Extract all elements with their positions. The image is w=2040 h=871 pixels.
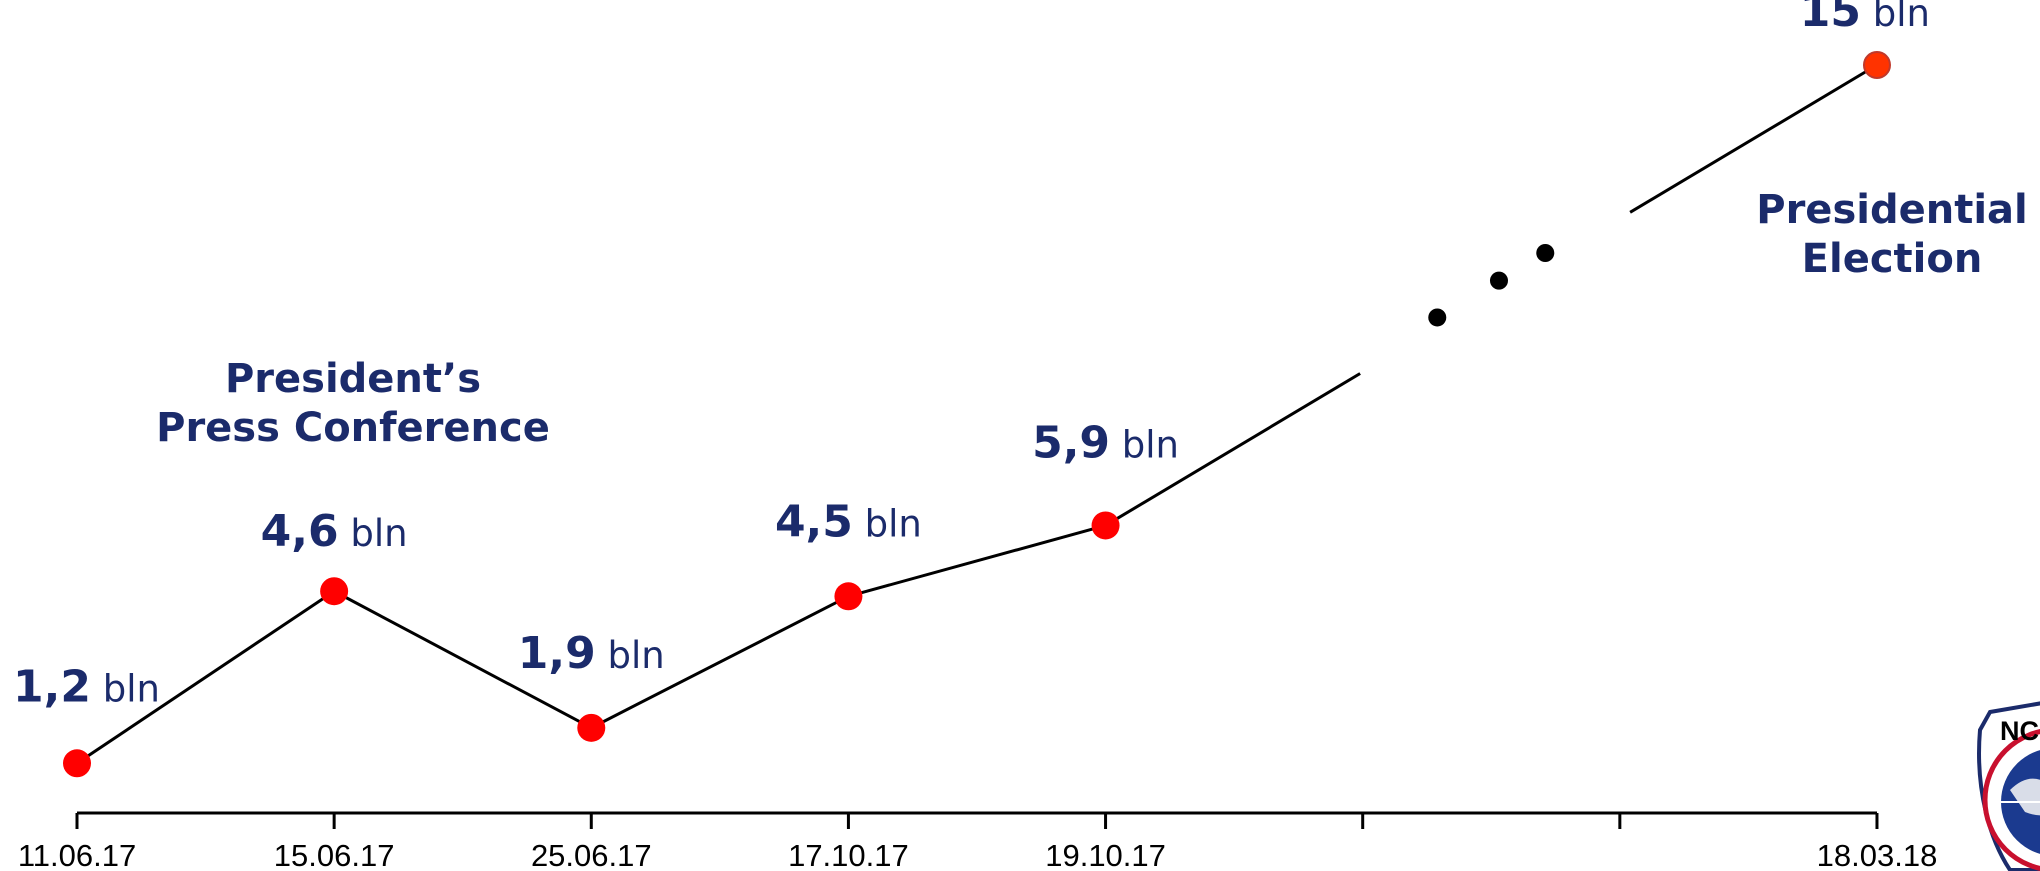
data-value-label: 4,6 bln	[261, 506, 408, 557]
data-point-marker	[320, 577, 349, 606]
annotation-press-conference-line2: Press Conference	[156, 405, 550, 451]
ncircc-logo: NCIRCC	[1977, 701, 2040, 871]
data-value-number: 4,6	[261, 506, 339, 557]
ellipsis-dot	[1489, 271, 1508, 290]
series-line	[76, 63, 1878, 765]
ellipsis-dot	[1536, 243, 1555, 262]
data-point-marker	[834, 582, 863, 611]
x-tick-label: 17.10.17	[788, 838, 909, 871]
data-point-marker	[1091, 511, 1120, 540]
data-value-unit: bln	[1861, 0, 1930, 35]
globe-continents	[2010, 778, 2040, 816]
series-segment	[848, 524, 1106, 598]
data-value-unit: bln	[853, 502, 922, 545]
x-tick-label: 25.06.17	[531, 838, 652, 871]
data-value-unit: bln	[1110, 423, 1179, 466]
data-value-unit: bln	[339, 512, 408, 555]
data-point-marker	[63, 749, 91, 778]
data-value-number: 1,9	[518, 628, 596, 679]
logo-text: NCIRCC	[2000, 716, 2040, 746]
data-point-marker	[577, 713, 606, 742]
data-value-label: 5,9 bln	[1032, 417, 1179, 468]
series-segment	[1629, 63, 1878, 214]
data-value-label: 4,5 bln	[775, 496, 922, 547]
ellipsis-dot	[1428, 308, 1447, 327]
series-markers	[63, 51, 1891, 778]
series-segment	[333, 589, 592, 730]
annotation-press-conference-line1: President’s	[225, 356, 481, 402]
x-tick-label: 11.06.17	[18, 838, 136, 871]
x-axis-tick-labels: 11.06.17 15.06.17 25.06.17 17.10.17 19.10.17…	[18, 838, 1938, 871]
data-value-label: 1,9 bln	[518, 628, 665, 679]
x-tick-label: 18.03.18	[1817, 838, 1938, 871]
data-value-number: 15	[1800, 0, 1861, 37]
data-value-unit: bln	[91, 667, 160, 710]
annotation-presidential-election-line1: Presidential	[1756, 187, 2027, 233]
data-value-unit: bln	[596, 634, 665, 677]
data-point-marker	[1862, 51, 1891, 79]
data-value-number: 1,2	[13, 661, 91, 712]
series-segment	[1104, 372, 1361, 527]
annotation-presidential-election-line2: Election	[1802, 236, 1983, 282]
x-tick-label: 19.10.17	[1045, 838, 1166, 871]
data-value-number: 5,9	[1032, 417, 1110, 468]
x-axis-ticks	[75, 813, 1879, 829]
series-segment	[76, 589, 335, 765]
data-value-label: 15 bln	[1800, 0, 1930, 37]
series-segment	[590, 594, 850, 730]
x-tick-label: 15.06.17	[274, 838, 395, 871]
data-value-label: 1,2 bln	[13, 661, 160, 712]
gap-ellipsis	[1428, 243, 1555, 327]
data-value-number: 4,5	[775, 496, 853, 547]
